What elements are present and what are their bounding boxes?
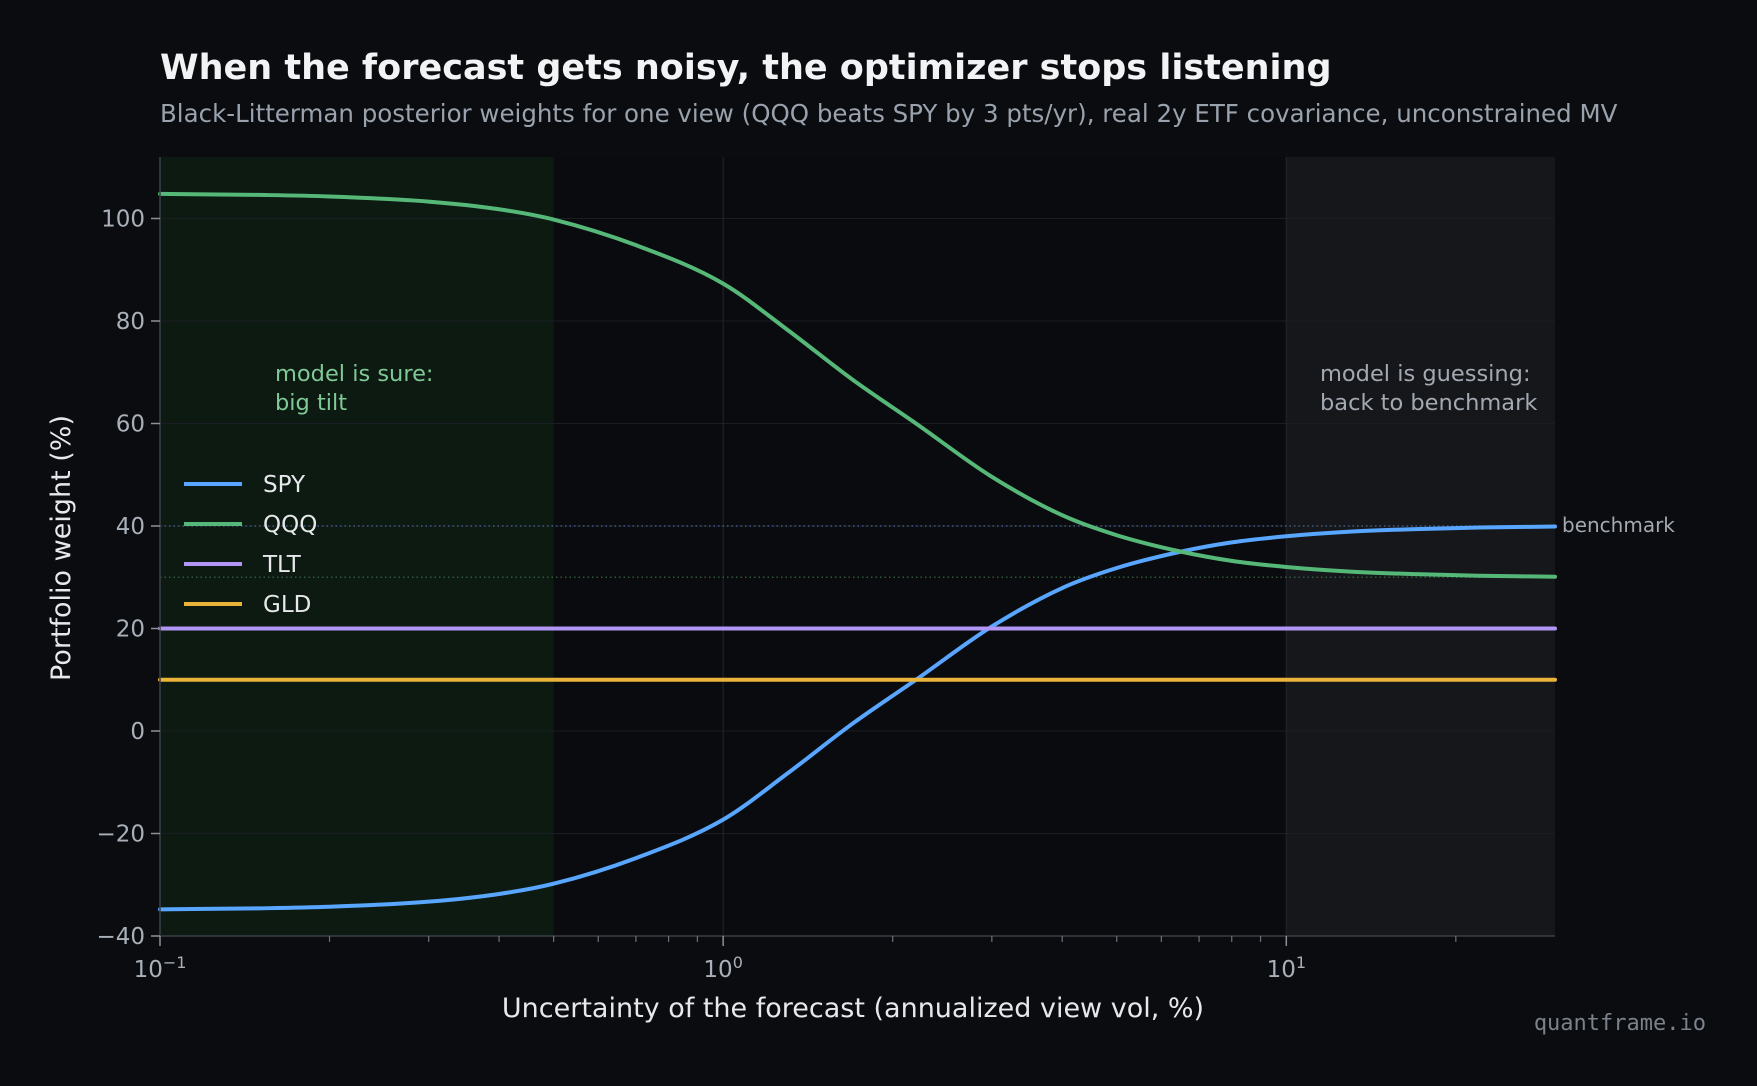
reference-line-label: benchmark — [1562, 513, 1675, 537]
x-axis-label: Uncertainty of the forecast (annualized … — [502, 993, 1204, 1024]
region-annotations: model is sure: big tilt model is guessing:… — [275, 361, 1537, 416]
y-tick-label: 0 — [130, 719, 145, 745]
legend-label-gld: GLD — [263, 592, 311, 618]
annotation-model-sure: model is sure: — [275, 361, 434, 387]
series-line-spy — [158, 524, 1557, 912]
shaded-region-2 — [1286, 157, 1555, 936]
watermark: quantframe.io — [1534, 1011, 1706, 1036]
y-tick-label: 60 — [116, 412, 145, 438]
y-axis-ticks: 100 80 60 40 20 0 −20 −40 — [96, 207, 160, 950]
y-tick-label: −20 — [96, 822, 145, 848]
annotation-model-guessing: back to benchmark — [1320, 390, 1537, 416]
reference-lines: benchmark — [160, 513, 1675, 578]
x-tick-label: 101 — [1267, 953, 1306, 983]
series-lines — [158, 191, 1557, 912]
legend: SPY QQQ TLT GLD — [184, 472, 317, 618]
legend-label-qqq: QQQ — [263, 512, 317, 538]
legend-label-spy: SPY — [263, 472, 306, 498]
y-axis-label: Portfolio weight (%) — [46, 415, 77, 681]
y-tick-label: 40 — [116, 514, 145, 540]
y-tick-label: 100 — [101, 207, 145, 233]
series-line-qqq — [158, 191, 1557, 579]
x-axis-ticks: 10−1 100 101 — [134, 936, 1457, 983]
legend-label-tlt: TLT — [262, 552, 302, 578]
chart-subtitle: Black-Litterman posterior weights for on… — [160, 99, 1618, 128]
axes — [159, 157, 1555, 937]
annotation-model-guessing: model is guessing: — [1320, 361, 1531, 387]
shaded-region-1 — [160, 157, 554, 936]
y-tick-label: 20 — [116, 617, 145, 643]
x-tick-label: 100 — [703, 953, 742, 983]
x-tick-label: 10−1 — [134, 953, 187, 983]
chart-title: When the forecast gets noisy, the optimi… — [160, 48, 1332, 88]
y-tick-label: −40 — [96, 924, 145, 950]
y-tick-label: 80 — [116, 309, 145, 335]
shaded-regions — [160, 157, 1555, 936]
annotation-model-sure: big tilt — [275, 390, 347, 416]
